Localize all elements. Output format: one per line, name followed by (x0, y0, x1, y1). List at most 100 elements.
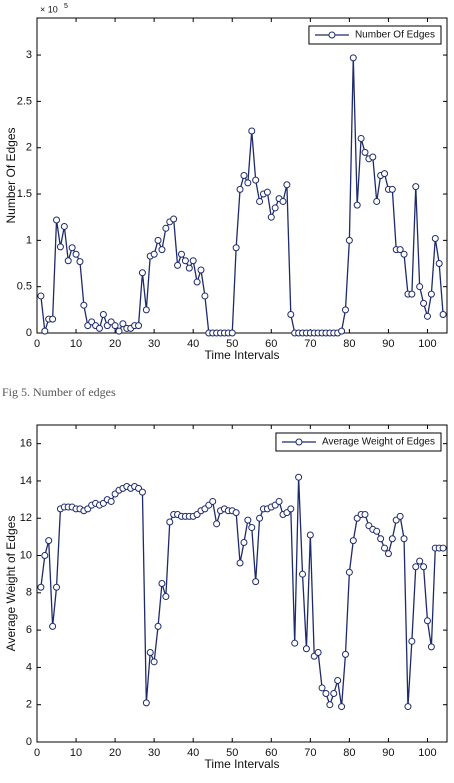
data-point (291, 639, 299, 647)
data-point (396, 512, 404, 520)
data-point (330, 690, 338, 698)
data-point (138, 488, 146, 496)
data-point (373, 527, 381, 535)
y-tick-label: 2 (26, 142, 32, 154)
caption: Fig 5. Number of edges (2, 385, 116, 399)
legend-label: Average Weight of Edges (322, 437, 435, 448)
data-point (256, 514, 264, 522)
data-point (388, 535, 396, 543)
data-point (228, 329, 236, 337)
data-point (135, 322, 143, 330)
x-tick-label: 20 (109, 747, 121, 759)
data-point (341, 306, 349, 314)
data-point (322, 690, 330, 698)
y-tick-label: 4 (26, 661, 32, 673)
data-point (150, 658, 158, 666)
data-point (287, 310, 295, 318)
data-point (302, 645, 310, 653)
data-point (76, 258, 84, 266)
data-point (240, 172, 248, 179)
data-point (334, 676, 342, 684)
data-point (248, 127, 256, 135)
data-point (349, 537, 357, 545)
data-point (72, 250, 80, 258)
data-point (174, 261, 182, 269)
data-point (162, 593, 170, 601)
y-tick-label: 3 (26, 49, 32, 61)
data-point (80, 301, 88, 309)
data-point (373, 197, 381, 205)
data-point (99, 310, 107, 318)
data-point (232, 244, 240, 252)
data-point (377, 535, 385, 543)
data-point (326, 701, 334, 709)
x-tick-label: 60 (265, 747, 277, 759)
data-point (400, 250, 408, 258)
data-point (37, 292, 45, 300)
data-point (244, 516, 252, 524)
data-point (236, 559, 244, 567)
data-point (240, 538, 248, 546)
data-point (185, 264, 193, 272)
y-tick-label: 16 (20, 438, 32, 450)
data-point (420, 563, 428, 571)
data-point (388, 185, 396, 193)
data-point (232, 509, 240, 517)
legend-label: Number Of Edges (355, 30, 435, 41)
data-point (423, 617, 431, 625)
data-point (166, 518, 174, 526)
data-point (45, 537, 53, 545)
data-point (197, 266, 205, 274)
x-tick-label: 40 (187, 338, 199, 350)
data-point (146, 648, 154, 656)
y-tick-label: 10 (20, 549, 32, 561)
x-tick-label: 70 (304, 747, 316, 759)
y-axis-label: Number Of Edges (4, 127, 18, 223)
data-point (361, 148, 369, 156)
data-point (49, 622, 57, 630)
x-tick-label: 10 (70, 747, 82, 759)
data-point (400, 535, 408, 543)
data-point (181, 257, 189, 265)
data-point (338, 703, 346, 711)
x-tick-label: 40 (187, 747, 199, 759)
data-point (267, 213, 275, 221)
data-point (431, 235, 439, 242)
data-point (341, 650, 349, 658)
data-point (263, 188, 271, 196)
x-tick-label: 20 (109, 338, 121, 350)
data-point (158, 246, 166, 254)
x-axis-label: Time Intervals (205, 757, 280, 771)
data-point (162, 224, 170, 232)
data-point (427, 643, 435, 651)
data-point (412, 183, 420, 191)
y-tick-label: 0 (26, 736, 32, 748)
data-point (150, 250, 158, 258)
data-point (275, 497, 283, 505)
data-point (248, 524, 256, 532)
y-axis-label: Average Weight of Edges (4, 516, 18, 652)
x-tick-label: 30 (148, 747, 160, 759)
data-point (408, 290, 416, 298)
legend-box (308, 25, 442, 45)
y-scale-label: × 10 (40, 4, 58, 14)
data-point (435, 260, 443, 268)
data-point (201, 292, 209, 300)
data-point (420, 299, 428, 307)
data-point (384, 550, 392, 558)
legend-box (275, 432, 442, 452)
data-point (41, 552, 49, 560)
data-point (306, 531, 314, 539)
data-point (154, 236, 162, 244)
x-tick-label: 0 (34, 747, 40, 759)
data-point (252, 578, 260, 586)
data-point (95, 324, 103, 332)
data-point (236, 185, 244, 193)
data-point (361, 511, 369, 519)
data-point (427, 290, 435, 298)
data-point (283, 181, 291, 189)
x-tick-label: 70 (304, 338, 316, 350)
data-point (369, 153, 377, 161)
data-point (142, 306, 150, 314)
